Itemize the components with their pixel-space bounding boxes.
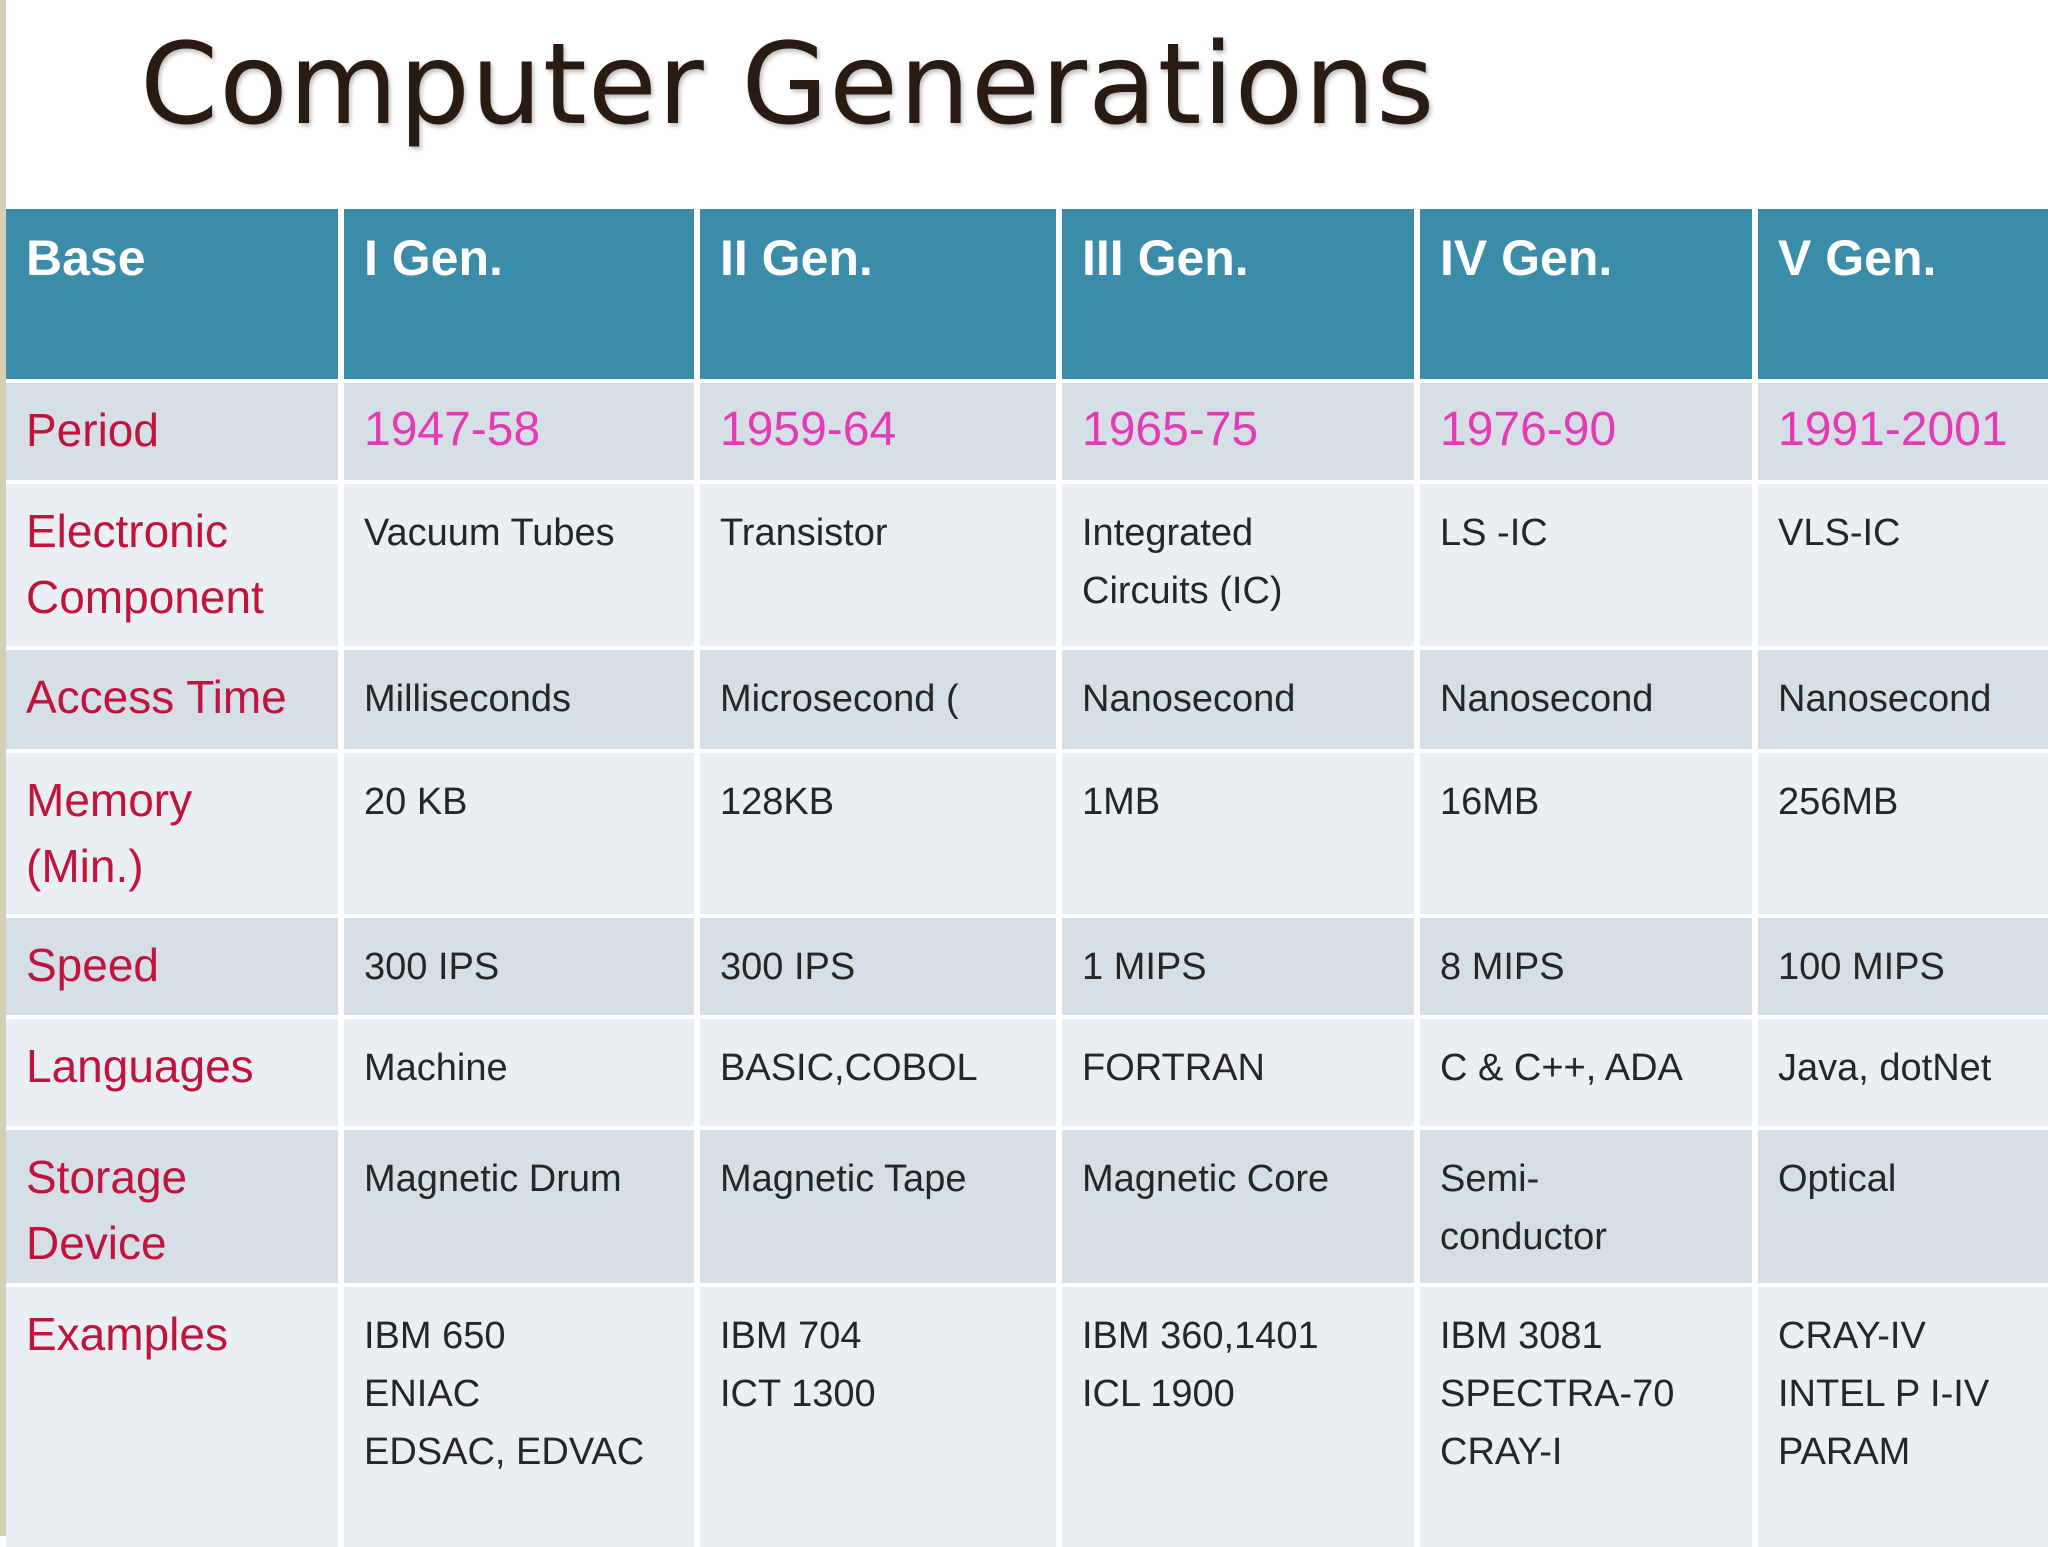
cell-speed-gen-5: 100 MIPS [1758,918,2048,1015]
cell-storage-gen-5: Optical [1758,1130,2048,1283]
slide-title: Computer Generations [140,20,1436,150]
cell-examples-gen-1: IBM 650 ENIAC EDSAC, EDVAC [344,1287,694,1547]
cell-memory-gen-5: 256MB [1758,753,2048,914]
row-label-speed: Speed [6,918,338,1015]
cell-memory-gen-2: 128KB [700,753,1056,914]
cell-access-gen-3: Nanosecond [1062,650,1414,749]
cell-period-gen-4: 1976-90 [1420,383,1752,480]
cell-access-gen-1: Milliseconds [344,650,694,749]
row-label-memory: Memory (Min.) [6,753,338,914]
cell-component-gen-2: Transistor [700,484,1056,646]
generations-table: Base I Gen. II Gen. III Gen. IV Gen. V G… [6,209,2048,1547]
row-label-storage-device: Storage Device [6,1130,338,1283]
cell-examples-gen-4: IBM 3081 SPECTRA-70 CRAY-I [1420,1287,1752,1547]
header-gen-1: I Gen. [344,209,694,379]
slide-left-edge [0,0,6,1536]
cell-examples-gen-5: CRAY-IV INTEL P I-IV PARAM [1758,1287,2048,1547]
cell-speed-gen-3: 1 MIPS [1062,918,1414,1015]
cell-period-gen-2: 1959-64 [700,383,1056,480]
cell-languages-gen-1: Machine [344,1019,694,1126]
cell-storage-gen-2: Magnetic Tape [700,1130,1056,1283]
cell-languages-gen-5: Java, dotNet [1758,1019,2048,1126]
cell-memory-gen-4: 16MB [1420,753,1752,914]
cell-languages-gen-2: BASIC,COBOL [700,1019,1056,1126]
row-label-electronic-component: Electronic Component [6,484,338,646]
header-gen-5: V Gen. [1758,209,2048,379]
cell-examples-gen-3: IBM 360,1401 ICL 1900 [1062,1287,1414,1547]
row-label-languages: Languages [6,1019,338,1126]
row-label-period: Period [6,383,338,480]
cell-period-gen-3: 1965-75 [1062,383,1414,480]
cell-memory-gen-3: 1MB [1062,753,1414,914]
row-label-access-time: Access Time [6,650,338,749]
header-base: Base [6,209,338,379]
cell-access-gen-2: Microsecond ( [700,650,1056,749]
cell-storage-gen-1: Magnetic Drum [344,1130,694,1283]
cell-storage-gen-4: Semi- conductor [1420,1130,1752,1283]
cell-period-gen-5: 1991-2001 [1758,383,2048,480]
cell-access-gen-5: Nanosecond [1758,650,2048,749]
cell-storage-gen-3: Magnetic Core [1062,1130,1414,1283]
cell-memory-gen-1: 20 KB [344,753,694,914]
header-gen-3: III Gen. [1062,209,1414,379]
cell-access-gen-4: Nanosecond [1420,650,1752,749]
cell-languages-gen-3: FORTRAN [1062,1019,1414,1126]
cell-examples-gen-2: IBM 704 ICT 1300 [700,1287,1056,1547]
cell-speed-gen-4: 8 MIPS [1420,918,1752,1015]
cell-component-gen-3: Integrated Circuits (IC) [1062,484,1414,646]
header-gen-4: IV Gen. [1420,209,1752,379]
cell-speed-gen-1: 300 IPS [344,918,694,1015]
cell-component-gen-5: VLS-IC [1758,484,2048,646]
row-label-examples: Examples [6,1287,338,1547]
header-gen-2: II Gen. [700,209,1056,379]
cell-component-gen-1: Vacuum Tubes [344,484,694,646]
cell-speed-gen-2: 300 IPS [700,918,1056,1015]
cell-component-gen-4: LS -IC [1420,484,1752,646]
cell-period-gen-1: 1947-58 [344,383,694,480]
cell-languages-gen-4: C & C++, ADA [1420,1019,1752,1126]
